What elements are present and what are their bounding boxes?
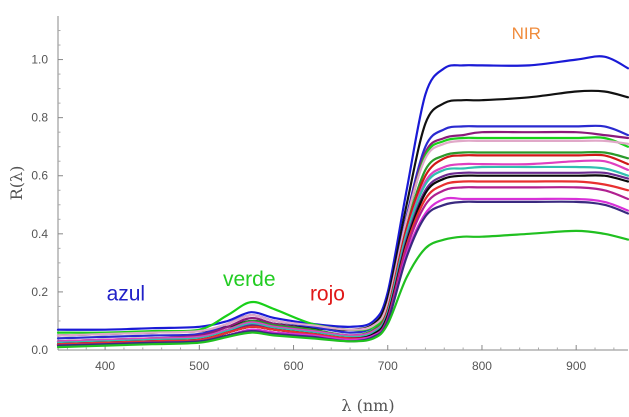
annotation-nir: NIR <box>512 24 541 43</box>
x-tick-label: 400 <box>95 359 115 373</box>
y-tick-label: 0.8 <box>31 111 48 125</box>
x-tick-label: 700 <box>378 359 398 373</box>
annotation-azul: azul <box>107 283 146 306</box>
annotation-rojo: rojo <box>310 283 345 306</box>
y-tick-label: 1.0 <box>31 53 48 67</box>
annotation-verde: verde <box>223 268 276 291</box>
x-tick-label: 800 <box>472 359 492 373</box>
series-line-8 <box>56 153 629 346</box>
x-tick-label: 600 <box>284 359 304 373</box>
series-line-5 <box>56 136 629 334</box>
y-tick-label: 0.2 <box>31 285 48 299</box>
series-line-10 <box>56 165 629 344</box>
x-tick-label: 500 <box>189 359 209 373</box>
y-tick-label: 0.6 <box>31 169 48 183</box>
series-line-12 <box>56 174 629 346</box>
series-line-6 <box>56 139 629 337</box>
axes-group: 400 500 600 700 800 900 0.0 0.2 0.4 0.6 0.8 1.0 <box>31 16 628 373</box>
series-line-17 <box>56 229 629 349</box>
annotation-group: azul verde rojo NIR <box>107 24 541 305</box>
series-line-1 <box>56 55 629 331</box>
y-tick-label: 0.4 <box>31 227 48 241</box>
y-tick-label: 0.0 <box>31 343 48 357</box>
y-axis-title: R(λ) <box>7 166 26 201</box>
series-line-14 <box>56 186 629 347</box>
x-tick-label: 900 <box>566 359 586 373</box>
series-line-15 <box>56 196 629 347</box>
series-line-16 <box>56 200 629 347</box>
series-group <box>56 55 629 349</box>
series-line-13 <box>56 180 629 346</box>
x-axis-title: λ (nm) <box>341 396 394 415</box>
